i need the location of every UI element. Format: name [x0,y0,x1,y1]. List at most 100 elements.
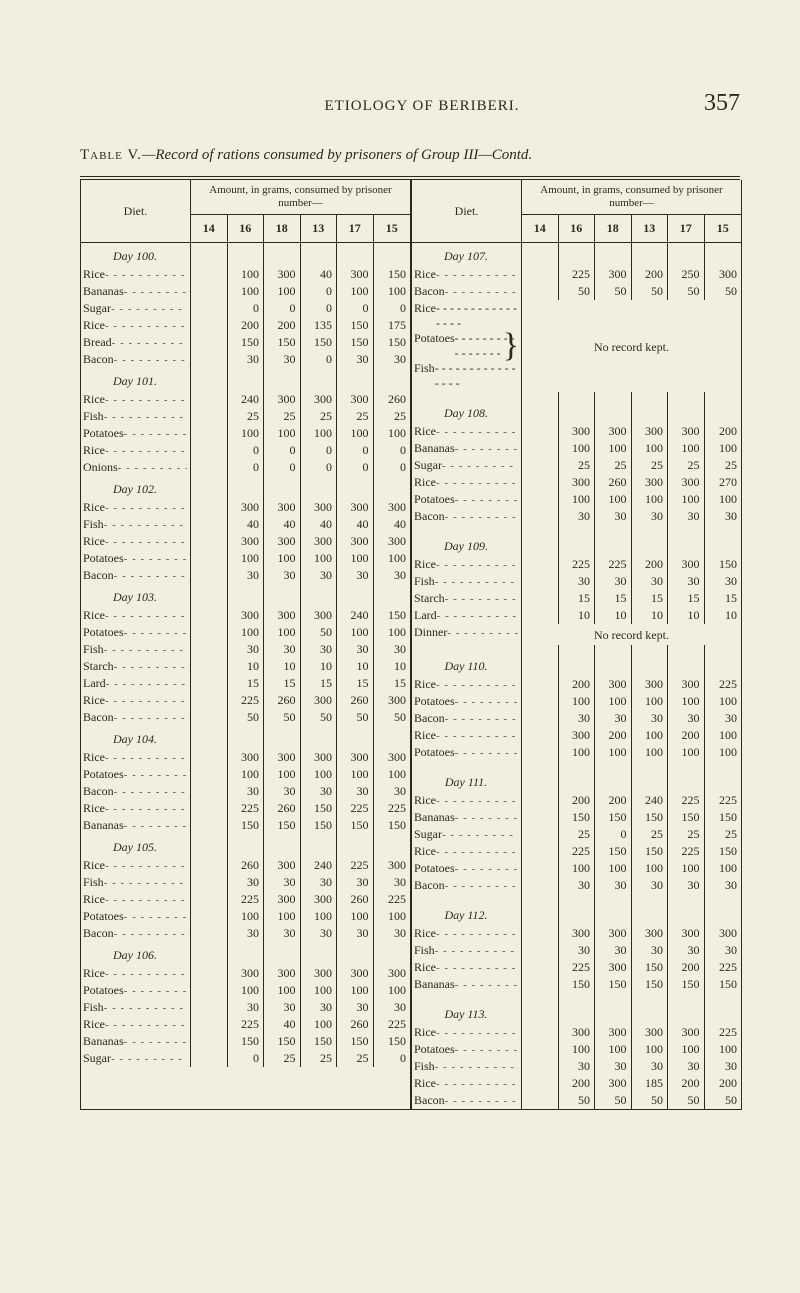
table-cell: 30 [668,710,705,727]
table-cell: 150 [374,266,411,283]
table-cell: 150 [595,809,632,826]
table-cell: 0 [228,442,265,459]
cell-blank [559,533,596,556]
table-cell: 30 [337,999,374,1016]
cell-blank [264,834,301,857]
table-cell: 100 [595,744,632,761]
table-cell: 30 [264,783,301,800]
caption-body: —Record of rations consumed by prisoners… [142,147,532,163]
table-cell: 0 [301,283,338,300]
table-cell: 0 [228,1050,265,1067]
cell-blank [374,726,411,749]
table-cell: 15 [374,675,411,692]
table-cell: 260 [264,800,301,817]
table-cell: 0 [374,1050,411,1067]
spacer [668,392,705,400]
data-table: Diet. Amount, in grams, consumed by pris… [80,180,742,1110]
table-cell: 30 [374,641,411,658]
cell-blank [264,476,301,499]
spacer [412,761,522,769]
col-head: 18 [595,215,632,242]
table-cell: 225 [228,692,265,709]
cell-blank [337,243,374,266]
diet-label: Fish - - - - - - - - - - - - - - - - [81,641,191,658]
diet-label: Bacon - - - - - - - - - - - - - - - - [412,1092,522,1109]
table-cell: 225 [559,266,596,283]
diet-label: Rice - - - - - - - - - - - - - - - - [412,676,522,693]
table-cell [191,783,228,800]
table-cell: 30 [264,874,301,891]
table-cell: 135 [301,317,338,334]
table-cell: 30 [705,877,742,894]
table-cell: 200 [668,1075,705,1092]
table-cell: 100 [595,693,632,710]
table-cell [522,693,559,710]
table-cell: 100 [337,425,374,442]
table-cell: 100 [559,440,596,457]
cell-blank [522,243,559,266]
cell-blank [191,834,228,857]
table-cell: 30 [632,877,669,894]
table-cell: 0 [301,300,338,317]
table-cell [191,658,228,675]
table-cell: 30 [337,783,374,800]
diet-label: Fish - - - - - - - - - - - - - - - - [81,874,191,891]
table-cell: 300 [264,965,301,982]
table-cell [191,675,228,692]
col-head: 15 [705,215,742,242]
table-cell: 100 [228,908,265,925]
table-cell: 150 [264,817,301,834]
table-cell: 300 [632,676,669,693]
cell-blank [337,368,374,391]
table-cell: 15 [228,675,265,692]
table-cell: 25 [705,826,742,843]
diet-label: Lard - - - - - - - - - - - - - - - - [412,607,522,624]
table-cell: 50 [559,283,596,300]
spacer [522,761,559,769]
diet-label: Potatoes - - - - - - - - - - - - - - - - [81,425,191,442]
table-cell: 30 [559,942,596,959]
table-cell: 10 [337,658,374,675]
table-cell: 300 [264,391,301,408]
cell-blank [632,653,669,676]
table-cell: 225 [668,792,705,809]
cell-blank [668,243,705,266]
diet-label: Sugar - - - - - - - - - - - - - - - - [412,826,522,843]
cell-blank [301,368,338,391]
table-cell [191,351,228,368]
diet-label: Rice - - - - - - - - - - - - - - - - [81,317,191,334]
table-cell: 30 [705,573,742,590]
table-cell: 100 [337,908,374,925]
table-cell: 30 [705,1058,742,1075]
table-cell: 225 [705,959,742,976]
table-cell: 260 [337,1016,374,1033]
cell-blank [522,653,559,676]
table-cell: 300 [337,533,374,550]
no-record-note: No record kept. [522,300,741,392]
table-cell: 150 [705,556,742,573]
table-cell: 300 [228,533,265,550]
cell-blank [191,942,228,965]
running-head: ETIOLOGY OF BERIBERI. 357 [80,90,740,117]
table-cell: 0 [228,300,265,317]
diet-label: Fish - - - - - - - - - - - - - - - - [81,999,191,1016]
brace-icon: } [503,300,519,392]
table-cell: 100 [301,766,338,783]
table-cell: 25 [301,1050,338,1067]
table-cell: 225 [595,556,632,573]
brace-group: Rice - - - - - - - - - - - - - - - -Pota… [412,300,522,392]
col-head: 16 [228,215,265,242]
table-cell: 10 [632,607,669,624]
table-cell: 40 [374,516,411,533]
diet-label: Bacon - - - - - - - - - - - - - - - - [81,925,191,942]
table-cell: 300 [705,266,742,283]
table-left-half: Diet. Amount, in grams, consumed by pris… [81,180,412,1109]
diet-label: Bacon - - - - - - - - - - - - - - - - [412,283,522,300]
table-cell [522,1058,559,1075]
table-cell: 100 [374,283,411,300]
table-cell [522,959,559,976]
table-cell: 25 [337,408,374,425]
table-cell [522,573,559,590]
table-cell [522,1024,559,1041]
table-cell: 240 [632,792,669,809]
